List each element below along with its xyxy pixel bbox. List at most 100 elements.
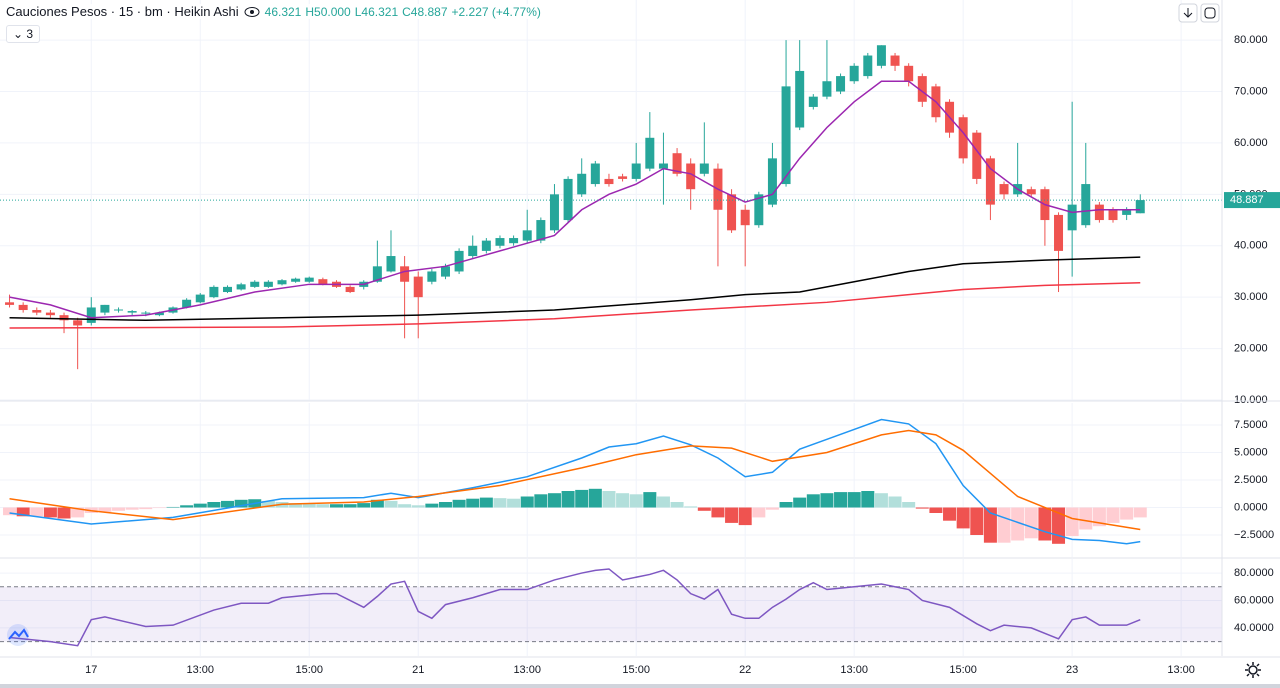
candle-body xyxy=(1108,209,1118,221)
candle-body xyxy=(563,178,573,221)
indicator-count: 3 xyxy=(26,27,34,41)
y-tick-label: 5.0000 xyxy=(1234,446,1268,458)
candle-body xyxy=(114,309,124,311)
candle-body xyxy=(5,302,15,305)
candle-body xyxy=(904,65,914,82)
histogram-bar xyxy=(1133,507,1147,518)
histogram-bar xyxy=(534,494,548,508)
candle-body xyxy=(263,281,273,287)
histogram-bar xyxy=(874,493,888,508)
candle-body xyxy=(454,250,464,272)
histogram-bar xyxy=(847,492,861,508)
histogram-bar xyxy=(956,507,970,529)
histogram-bar xyxy=(438,502,452,508)
histogram-bar xyxy=(152,507,166,509)
candle-body xyxy=(645,137,655,169)
candle-body xyxy=(1054,214,1064,251)
histogram-bar xyxy=(98,507,112,512)
candle-body xyxy=(427,271,437,282)
logo xyxy=(7,624,29,646)
settings-icon[interactable] xyxy=(1243,660,1263,680)
histogram-bar xyxy=(452,499,466,508)
histogram-bar xyxy=(3,507,17,516)
candle-body xyxy=(863,55,873,77)
indicator-line xyxy=(9,568,1141,647)
candle-body xyxy=(699,163,709,174)
histogram-bar xyxy=(112,507,126,511)
candle-body xyxy=(45,312,55,316)
symbol-title[interactable]: Cauciones Pesos · 15 · bm · Heikin Ashi xyxy=(6,4,239,19)
open-value: 46.321 xyxy=(264,4,302,19)
histogram-bar xyxy=(398,504,412,508)
histogram-bar xyxy=(207,502,221,508)
reset-icon xyxy=(1204,7,1216,19)
histogram-bar xyxy=(193,503,207,508)
down-arrow-icon xyxy=(1183,8,1193,18)
eye-icon[interactable] xyxy=(243,6,261,18)
candle-body xyxy=(917,76,927,102)
candle-body xyxy=(100,304,110,313)
candle-body xyxy=(549,194,559,231)
histogram-bar xyxy=(425,503,439,508)
x-tick-label: 13:00 xyxy=(840,664,868,676)
pane: −2.5000 0.0000 2.5000 5.0000 7.5000 xyxy=(0,403,1280,559)
candle-body xyxy=(999,184,1009,195)
histogram-bar xyxy=(970,507,984,535)
legend-header: Cauciones Pesos · 15 · bm · Heikin Ashi … xyxy=(6,4,541,19)
high-value: H50.000 xyxy=(305,4,351,19)
candle-body xyxy=(304,277,314,282)
close-value: C48.887 xyxy=(402,4,448,19)
histogram-bar xyxy=(861,491,875,508)
candle-body xyxy=(1026,189,1036,195)
candle-body xyxy=(182,299,192,308)
reset-button[interactable] xyxy=(1200,3,1220,23)
candle-body xyxy=(1067,204,1077,231)
histogram-bar xyxy=(983,507,997,543)
candle-body xyxy=(154,312,164,316)
candle-body xyxy=(440,266,450,277)
histogram-bar xyxy=(547,493,561,508)
candle-body xyxy=(400,266,410,282)
histogram-bar xyxy=(752,507,766,518)
x-tick-label: 17 xyxy=(85,664,97,676)
histogram-bar xyxy=(793,497,807,508)
candle-body xyxy=(522,230,532,241)
candle-body xyxy=(658,163,668,169)
candle-body xyxy=(958,117,968,159)
histogram-bar xyxy=(561,491,575,508)
candle-body xyxy=(141,312,151,314)
candle-body xyxy=(250,281,260,287)
histogram-bar xyxy=(43,507,57,518)
candle-body xyxy=(127,311,137,313)
y-tick-label: 40.0000 xyxy=(1234,622,1274,634)
histogram-bar xyxy=(725,507,739,523)
candle-body xyxy=(536,220,546,241)
indicators-toggle[interactable]: ⌄ 3 xyxy=(6,25,41,43)
candle-body xyxy=(1094,204,1104,221)
candle-body xyxy=(590,163,600,185)
candle-body xyxy=(1122,209,1132,215)
candle-body xyxy=(781,86,791,185)
candle-body xyxy=(468,245,478,257)
candle-body xyxy=(18,304,28,311)
y-tick-label: 7.5000 xyxy=(1234,419,1268,431)
histogram-bar xyxy=(125,507,139,510)
histogram-bar xyxy=(697,507,711,511)
histogram-bar xyxy=(1065,507,1079,537)
histogram-bar xyxy=(180,505,194,508)
x-tick-label: 13:00 xyxy=(186,664,214,676)
histogram-bar xyxy=(929,507,943,513)
histogram-bar xyxy=(643,492,657,508)
histogram-bar xyxy=(629,494,643,508)
candle-body xyxy=(223,286,233,293)
candle-body xyxy=(509,238,519,244)
indicator-line xyxy=(9,418,1141,545)
histogram-bar xyxy=(765,507,779,510)
candle-body xyxy=(59,315,69,321)
histogram-bar xyxy=(1092,507,1106,527)
candle-body xyxy=(318,279,328,285)
candle-body xyxy=(413,276,423,298)
candle-body xyxy=(808,96,818,107)
candle-body xyxy=(372,266,382,282)
histogram-bar xyxy=(384,500,398,508)
